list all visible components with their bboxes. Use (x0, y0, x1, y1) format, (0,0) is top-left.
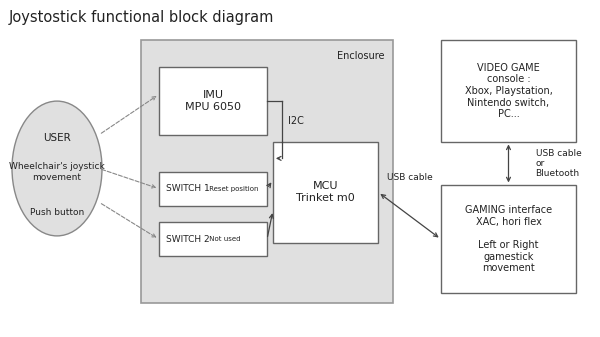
Bar (159, 222, 267, 256)
Text: VIDEO GAME
console :
Xbox, Playstation,
Nintendo switch,
PC...: VIDEO GAME console : Xbox, Playstation, … (464, 63, 553, 119)
Text: Not used: Not used (207, 236, 241, 242)
Text: Joystostick functional block diagram: Joystostick functional block diagram (9, 10, 274, 25)
Bar (141, 40, 393, 303)
Text: USB cable
or
Bluetooth: USB cable or Bluetooth (536, 149, 581, 178)
Text: Wheelchair's joystick
movement: Wheelchair's joystick movement (9, 162, 105, 182)
Text: GAMING interface
XAC, hori flex

Left or Right
gamestick
movement: GAMING interface XAC, hori flex Left or … (465, 205, 552, 273)
Bar (441, 40, 576, 142)
Text: SWITCH 1: SWITCH 1 (166, 184, 210, 193)
Text: USB cable: USB cable (386, 173, 433, 182)
Text: Enclosure: Enclosure (337, 51, 384, 61)
Text: Reset position: Reset position (207, 186, 259, 192)
Text: SWITCH 2: SWITCH 2 (166, 235, 210, 244)
Text: IMU
MPU 6050: IMU MPU 6050 (185, 90, 241, 112)
Bar (441, 185, 576, 293)
Ellipse shape (12, 101, 102, 236)
Bar (273, 142, 378, 243)
Bar (159, 67, 267, 135)
Text: I2C: I2C (288, 116, 304, 126)
Bar (159, 172, 267, 206)
Text: MCU
Trinket m0: MCU Trinket m0 (296, 181, 355, 203)
Text: Push button: Push button (30, 208, 84, 217)
Text: USER: USER (43, 133, 71, 143)
